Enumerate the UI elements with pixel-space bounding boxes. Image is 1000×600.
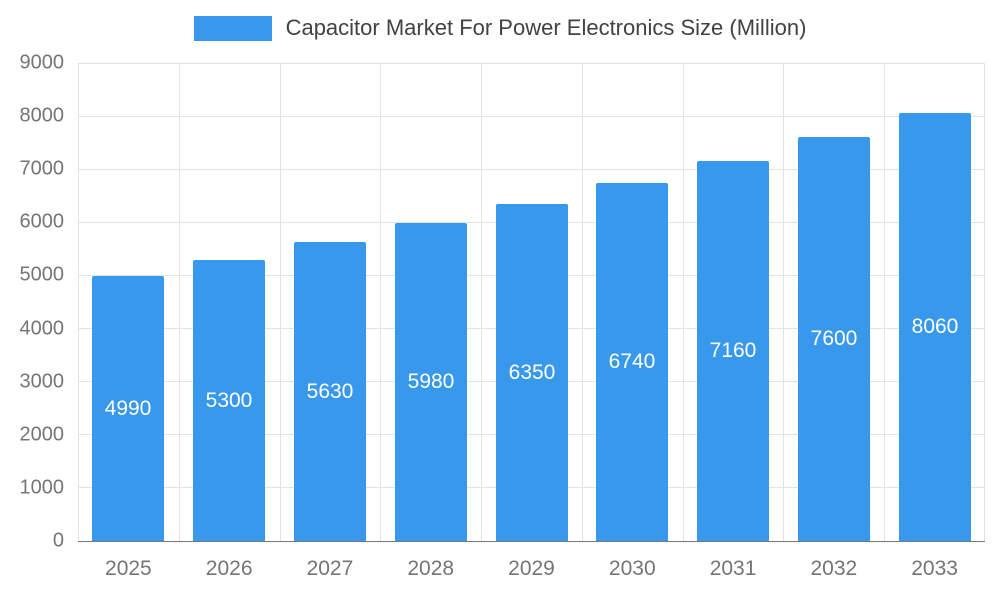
bar-2028: 5980	[395, 223, 467, 541]
bar-2032: 7600	[798, 137, 870, 541]
bar-2029: 6350	[496, 204, 568, 541]
bar-value-label: 5980	[407, 370, 455, 393]
y-tick-label: 9000	[19, 51, 65, 74]
x-axis-baseline	[78, 540, 985, 542]
bar-2025: 4990	[92, 276, 164, 541]
bar-value-label: 4990	[104, 396, 152, 420]
y-tick-label: 0	[52, 529, 64, 552]
y-tick-label: 8000	[19, 104, 65, 127]
bar-2033: 8060	[899, 113, 971, 541]
bar-value-label: 5630	[306, 379, 354, 403]
x-tick-label: 2032	[810, 557, 858, 580]
v-gridline	[179, 63, 180, 541]
h-gridline	[78, 62, 985, 64]
x-tick-label: 2031	[709, 557, 757, 580]
y-tick-label: 7000	[19, 157, 65, 180]
v-gridline	[884, 63, 885, 541]
x-tick-label: 2027	[306, 557, 354, 580]
chart-title: Capacitor Market For Power Electronics S…	[285, 15, 807, 40]
x-tick-label: 2033	[911, 557, 958, 580]
h-gridline	[78, 168, 985, 170]
x-tick-label: 2028	[407, 557, 455, 580]
y-tick-label: 5000	[19, 263, 65, 286]
bar-2026: 5300	[193, 260, 265, 541]
bar-value-label: 6350	[508, 360, 556, 384]
y-tick-label: 4000	[19, 317, 65, 340]
bar-value-label: 8060	[911, 315, 959, 338]
y-tick-label: 1000	[19, 476, 65, 499]
y-tick-label: 2000	[19, 423, 65, 446]
bar-value-label: 5300	[205, 388, 253, 412]
x-tick-label: 2029	[508, 557, 555, 580]
legend-swatch	[193, 15, 272, 41]
v-gridline	[582, 63, 583, 541]
v-gridline	[683, 63, 684, 541]
v-gridline	[984, 63, 985, 541]
x-tick-label: 2026	[205, 557, 253, 580]
bar-value-label: 7600	[810, 327, 858, 350]
chart-legend: Capacitor Market For Power Electronics S…	[0, 15, 1000, 41]
v-gridline	[380, 63, 381, 541]
plot-area: 0 1000 2000 3000 4000 5000 6000 7000 8000 9000 499…	[20, 52, 985, 580]
v-gridline	[78, 63, 79, 541]
bar-2027: 5630	[294, 242, 366, 541]
bar-value-label: 7160	[709, 339, 757, 362]
h-gridline	[78, 115, 985, 117]
x-tick-label: 2025	[105, 557, 152, 580]
v-gridline	[783, 63, 784, 541]
bar-2030: 6740	[596, 183, 668, 541]
y-tick-label: 3000	[19, 370, 65, 393]
v-gridline	[481, 63, 482, 541]
y-tick-label: 6000	[19, 210, 65, 233]
bar-value-label: 6740	[608, 350, 656, 373]
v-gridline	[280, 63, 281, 541]
bar-2031: 7160	[697, 161, 769, 541]
x-tick-label: 2030	[608, 557, 656, 580]
